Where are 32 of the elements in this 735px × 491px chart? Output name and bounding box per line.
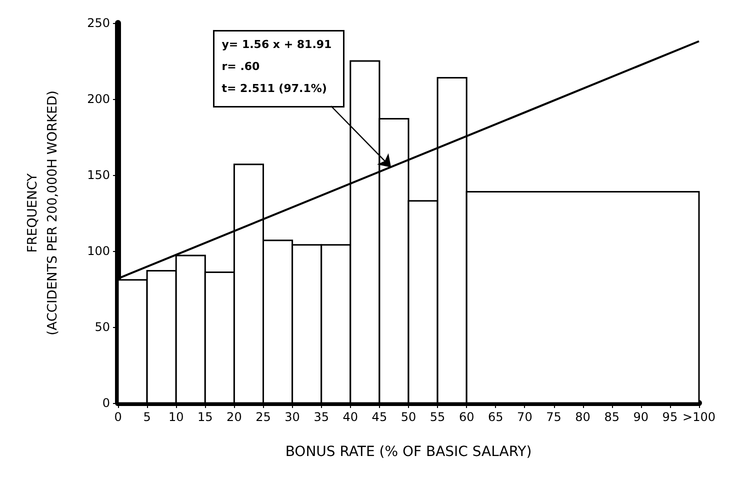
annotation: r= .60 [222,60,260,73]
x-tick-label: 5 [143,410,151,424]
x-tick-label: 75 [546,410,562,424]
x-tick-label: 35 [314,410,329,424]
y-tick-label: 150 [87,168,110,182]
y-tick-label: 0 [102,396,110,410]
x-tick-label: 55 [430,410,446,424]
x-tick-label: 25 [256,410,271,424]
x-tick-label: 15 [198,410,213,424]
x-tick-label: 10 [168,410,184,424]
x-tick-label: 45 [372,410,388,424]
x-tick-label: 70 [517,410,532,424]
x-tick-label: 80 [575,410,590,424]
annotation: y= 1.56 x + 81.91 [222,38,332,51]
x-tick-label: 0 [114,410,122,424]
x-tick-label: 65 [488,410,504,424]
annotation: t= 2.511 (97.1%) [222,82,327,95]
x-tick-label: 50 [400,410,416,424]
x-tick-label: 20 [226,410,242,424]
x-tick-label: 95 [662,410,678,424]
x-axis-title: BONUS RATE (% OF BASIC SALARY) [285,444,532,460]
x-tick-label: 90 [633,410,649,424]
y-tick-label: 200 [87,92,110,106]
x-tick-label: >100 [682,410,716,424]
x-tick-label: 60 [458,410,474,424]
x-tick-label: 40 [342,410,358,424]
x-tick-label: 85 [604,410,620,424]
y-axis-title: FREQUENCY (ACCIDENTS PER 200,000H WORKED) [26,90,60,336]
y-tick-label: 100 [87,244,110,258]
y-tick-label: 250 [87,16,110,30]
y-tick-label: 50 [94,320,110,334]
x-tick-label: 30 [284,410,300,424]
